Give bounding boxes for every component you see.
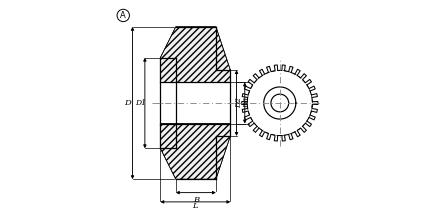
Text: D3: D3 xyxy=(243,97,252,109)
Polygon shape xyxy=(160,27,230,82)
Text: B: B xyxy=(193,196,199,204)
Text: A: A xyxy=(120,11,126,20)
Text: D2: D2 xyxy=(235,97,243,109)
Polygon shape xyxy=(160,124,230,179)
Text: D: D xyxy=(125,99,131,107)
Text: L: L xyxy=(193,202,198,210)
Text: D1: D1 xyxy=(135,99,146,107)
